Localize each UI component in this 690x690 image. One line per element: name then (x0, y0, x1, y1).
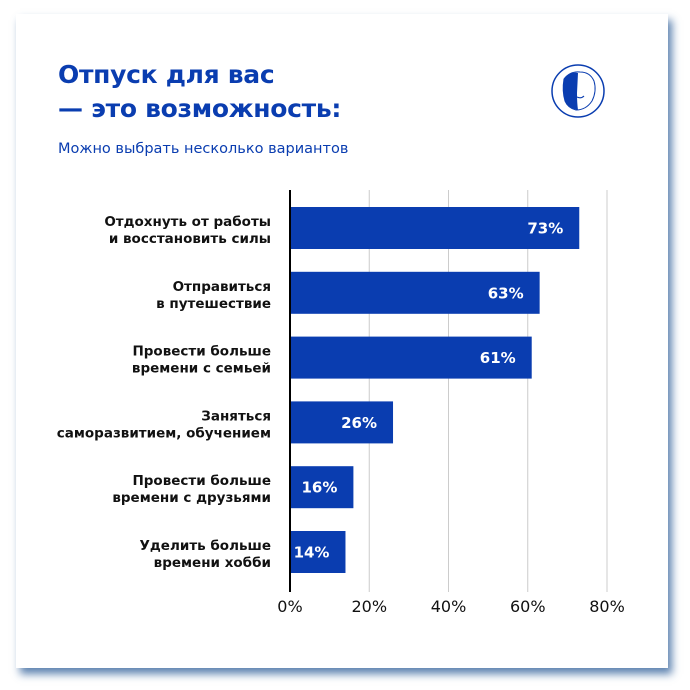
category-label: и восстановить силы (109, 231, 271, 247)
lion-logo-icon (551, 64, 605, 118)
category-label: времени с друзьями (112, 490, 271, 506)
category-label: Отправиться (173, 279, 271, 295)
category-label: Уделить больше (140, 538, 272, 554)
bar (290, 531, 346, 573)
bar-value-label: 16% (301, 479, 337, 497)
subtitle: Можно выбрать несколько вариантов (58, 141, 349, 157)
category-label: времени хобби (154, 555, 271, 571)
bar (290, 401, 394, 444)
x-tick-label: 80% (589, 597, 625, 616)
page-title: Отпуск для вас — это возможность: (58, 58, 341, 126)
x-tick-label: 60% (510, 597, 546, 616)
category-label: Провести больше (132, 344, 271, 360)
category-label: Заняться (201, 408, 271, 424)
x-tick-label: 40% (431, 597, 467, 616)
x-tick-label: 20% (351, 597, 387, 616)
category-label: времени с семьей (132, 361, 271, 377)
bar-value-label: 73% (527, 220, 563, 238)
category-label: Отдохнуть от работы (104, 214, 271, 230)
category-label: в путешествие (156, 296, 271, 312)
bar (290, 271, 540, 314)
bar-value-label: 63% (488, 284, 524, 302)
bar (290, 207, 580, 249)
x-tick-label: 0% (277, 597, 302, 616)
bar-value-label: 26% (341, 414, 377, 432)
bar (290, 336, 532, 379)
bar-value-label: 14% (294, 544, 330, 562)
bar-value-label: 61% (480, 349, 516, 367)
title-line-2: — это возможность: (58, 94, 342, 123)
title-line-1: Отпуск для вас (58, 60, 275, 89)
category-label: Провести больше (132, 473, 271, 489)
bar (290, 466, 354, 509)
category-label: саморазвитием, обучением (57, 425, 271, 441)
